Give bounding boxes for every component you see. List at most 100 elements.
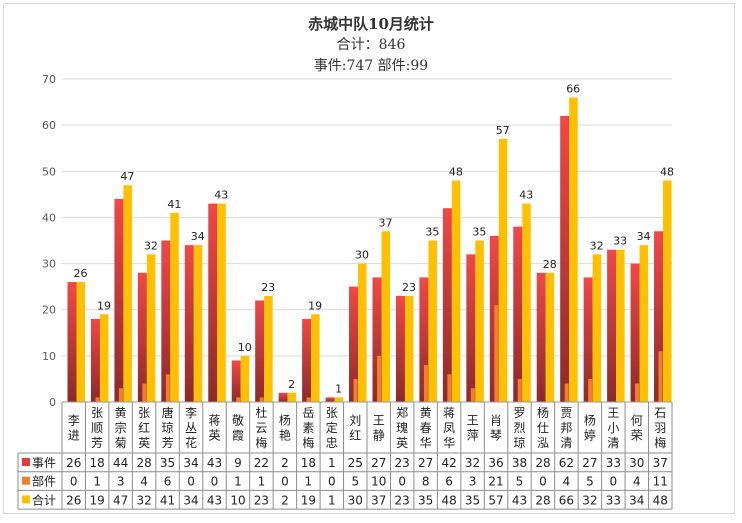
bar-部件 bbox=[142, 383, 147, 402]
y-tick-label: 0 bbox=[49, 396, 56, 409]
bar-部件 bbox=[236, 397, 241, 402]
bar-合计 bbox=[217, 203, 226, 402]
bar-事件 bbox=[67, 282, 77, 402]
bar-合计 bbox=[663, 180, 672, 402]
bar-合计 bbox=[170, 212, 179, 402]
bar-部件 bbox=[377, 355, 381, 402]
category-label: 石羽梅 bbox=[654, 406, 666, 450]
bar-合计 bbox=[569, 97, 578, 402]
data-label: 23 bbox=[261, 281, 275, 294]
table-cell: 23 bbox=[254, 493, 269, 507]
table-cell: 1 bbox=[234, 475, 242, 489]
y-tick-label: 70 bbox=[42, 73, 56, 86]
category-label: 张定忠 bbox=[326, 406, 338, 450]
table-cell: 2 bbox=[281, 456, 289, 470]
table-cell: 28 bbox=[136, 456, 151, 470]
y-tick-label: 10 bbox=[42, 350, 56, 363]
table-cell: 26 bbox=[66, 493, 81, 507]
table-cell: 19 bbox=[301, 493, 316, 507]
category-label: 何荣 bbox=[631, 414, 643, 443]
bar-事件 bbox=[607, 249, 617, 402]
bar-事件 bbox=[208, 203, 218, 402]
table-cell: 34 bbox=[183, 456, 198, 470]
table-cell: 0 bbox=[398, 475, 406, 489]
table-cell: 2 bbox=[281, 493, 289, 507]
table-cell: 37 bbox=[371, 493, 386, 507]
bar-部件 bbox=[118, 388, 123, 402]
data-label: 35 bbox=[472, 226, 486, 239]
legend-label: 事件 bbox=[32, 456, 56, 470]
category-label: 李丛花 bbox=[185, 405, 197, 450]
table-cell: 19 bbox=[90, 493, 105, 507]
y-tick-label: 60 bbox=[42, 119, 56, 132]
bar-事件 bbox=[114, 198, 124, 402]
bar-合计 bbox=[334, 397, 344, 402]
chart-title: 赤城中队10月统计 bbox=[308, 15, 434, 33]
table-cell: 21 bbox=[488, 475, 503, 489]
category-label: 黄宗菊 bbox=[115, 406, 127, 450]
bar-事件 bbox=[161, 240, 171, 402]
bar-合计 bbox=[522, 203, 531, 402]
table-cell: 32 bbox=[465, 456, 480, 470]
bar-合计 bbox=[264, 295, 273, 402]
bar-合计 bbox=[592, 254, 602, 402]
bar-事件 bbox=[302, 318, 312, 402]
category-label: 郑瑰英 bbox=[396, 405, 408, 450]
data-label: 37 bbox=[379, 216, 393, 229]
legend-label: 部件 bbox=[32, 474, 56, 489]
category-label: 王萍 bbox=[467, 414, 479, 443]
bar-合计 bbox=[146, 254, 156, 402]
bar-事件 bbox=[654, 231, 664, 402]
bar-事件 bbox=[560, 115, 570, 403]
chart-frame bbox=[3, 3, 735, 514]
bar-部件 bbox=[658, 351, 663, 402]
bar-部件 bbox=[517, 378, 522, 402]
category-label: 敬霞 bbox=[232, 414, 244, 443]
table-cell: 41 bbox=[160, 493, 175, 507]
data-label: 35 bbox=[425, 226, 439, 239]
category-label: 张红英 bbox=[138, 406, 150, 450]
data-label: 43 bbox=[519, 189, 533, 202]
category-label: 罗烈琼 bbox=[513, 406, 525, 450]
table-cell: 1 bbox=[328, 493, 336, 507]
table-cell: 0 bbox=[211, 475, 219, 489]
table-cell: 27 bbox=[371, 456, 386, 470]
table-cell: 0 bbox=[70, 475, 78, 489]
bar-合计 bbox=[358, 263, 367, 402]
bar-事件 bbox=[184, 245, 194, 402]
data-label: 48 bbox=[660, 166, 674, 179]
bar-事件 bbox=[372, 277, 382, 402]
table-cell: 25 bbox=[348, 456, 363, 470]
table-cell: 43 bbox=[207, 456, 222, 470]
data-label: 47 bbox=[120, 170, 134, 183]
table-cell: 1 bbox=[305, 475, 313, 489]
data-label: 48 bbox=[449, 166, 463, 179]
bar-合计 bbox=[498, 138, 508, 402]
category-label: 黄春华 bbox=[420, 406, 432, 450]
y-tick-label: 50 bbox=[42, 165, 56, 178]
data-label: 1 bbox=[335, 382, 342, 395]
category-label: 杨艳 bbox=[279, 413, 291, 443]
table-cell: 5 bbox=[586, 475, 594, 489]
table-cell: 11 bbox=[653, 475, 668, 489]
data-label: 33 bbox=[613, 235, 627, 248]
bar-合计 bbox=[240, 355, 250, 402]
table-cell: 3 bbox=[469, 475, 477, 489]
table-cell: 33 bbox=[606, 493, 621, 507]
category-label: 张顺芳 bbox=[91, 406, 103, 450]
table-cell: 27 bbox=[582, 456, 597, 470]
table-cell: 28 bbox=[535, 456, 550, 470]
bar-事件 bbox=[442, 208, 452, 402]
data-label: 34 bbox=[637, 230, 651, 243]
table-cell: 0 bbox=[539, 475, 547, 489]
data-label: 23 bbox=[402, 281, 416, 294]
bar-事件 bbox=[513, 226, 523, 402]
category-label: 杨婷 bbox=[584, 413, 596, 443]
bar-合计 bbox=[475, 240, 484, 402]
table-cell: 34 bbox=[629, 493, 644, 507]
table-cell: 9 bbox=[234, 456, 242, 470]
legend-swatch-合计 bbox=[22, 495, 30, 504]
table-cell: 18 bbox=[301, 456, 316, 470]
table-cell: 66 bbox=[559, 493, 574, 507]
